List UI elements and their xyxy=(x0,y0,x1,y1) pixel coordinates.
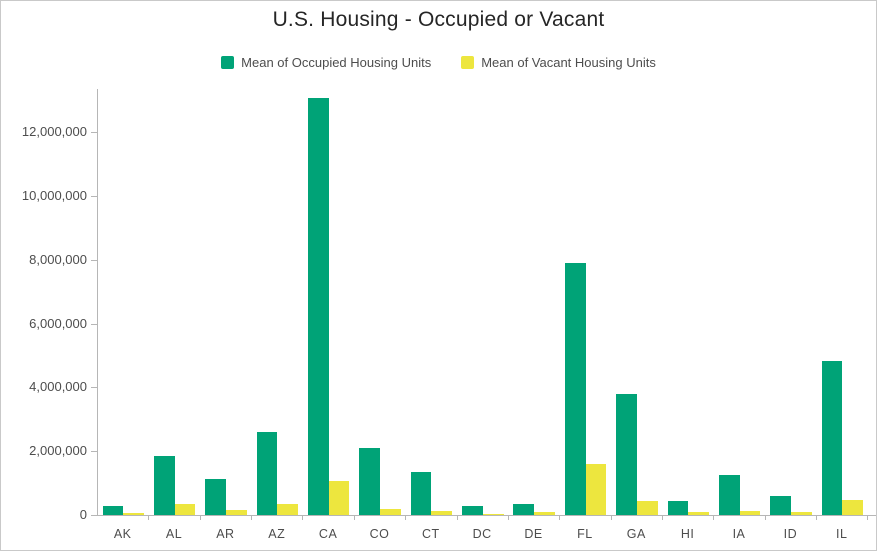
bar-vacant-az[interactable] xyxy=(277,503,299,515)
bar-occupied-ga[interactable] xyxy=(616,393,637,515)
bar-occupied-ak[interactable] xyxy=(102,506,124,515)
bar-occupied-co[interactable] xyxy=(359,448,381,515)
bar-vacant-al[interactable] xyxy=(174,504,196,515)
x-axis-label: AL xyxy=(165,527,183,541)
vacant-swatch-icon xyxy=(461,56,475,69)
y-axis-label: 8,000,000 xyxy=(29,252,87,267)
bar-vacant-dc[interactable] xyxy=(482,514,504,515)
x-axis-label: IL xyxy=(835,527,848,541)
bar-vacant-ak[interactable] xyxy=(123,512,144,515)
bar-vacant-ga[interactable] xyxy=(636,500,658,515)
x-axis-tick xyxy=(405,516,406,520)
bar-occupied-ct[interactable] xyxy=(410,471,432,515)
y-axis-label: 6,000,000 xyxy=(29,316,87,331)
x-axis-label: DC xyxy=(472,527,492,541)
bar-occupied-fl[interactable] xyxy=(564,262,586,515)
x-axis-label: ID xyxy=(783,527,798,541)
x-axis-tick xyxy=(508,516,509,520)
y-axis-tick xyxy=(91,132,97,133)
bar-vacant-de[interactable] xyxy=(534,512,555,515)
bar-occupied-ar[interactable] xyxy=(205,478,226,515)
bar-occupied-ia[interactable] xyxy=(718,475,740,515)
y-axis-label: 4,000,000 xyxy=(29,379,87,394)
y-axis-label: 12,000,000 xyxy=(21,124,87,139)
y-axis-tick xyxy=(91,515,97,516)
bar-vacant-ca[interactable] xyxy=(328,480,350,515)
bar-occupied-id[interactable] xyxy=(770,495,791,515)
y-axis-label: 2,000,000 xyxy=(29,443,87,458)
bar-vacant-hi[interactable] xyxy=(688,512,709,515)
bar-vacant-il[interactable] xyxy=(842,499,864,515)
y-axis-tick xyxy=(91,387,97,388)
x-axis-label: AZ xyxy=(268,527,286,541)
x-axis-label: CA xyxy=(318,527,338,541)
x-axis-tick xyxy=(662,516,663,520)
x-axis-tick xyxy=(457,516,458,520)
x-axis-tick xyxy=(354,516,355,520)
y-axis-tick xyxy=(91,451,97,452)
x-axis-label: IA xyxy=(732,527,746,541)
x-axis-label: FL xyxy=(577,527,593,541)
x-axis-tick xyxy=(867,516,868,520)
x-axis-tick xyxy=(148,516,149,520)
x-axis-label: GA xyxy=(626,527,646,541)
y-axis-line xyxy=(97,89,98,515)
x-axis-line xyxy=(97,515,876,516)
x-axis-label: AK xyxy=(113,527,132,541)
bar-occupied-il[interactable] xyxy=(821,360,843,515)
x-axis-tick xyxy=(765,516,766,520)
y-axis-label: 10,000,000 xyxy=(21,188,87,203)
x-axis-label: AR xyxy=(216,527,235,541)
x-axis-tick xyxy=(559,516,560,520)
legend-item-occupied[interactable]: Mean of Occupied Housing Units xyxy=(221,55,431,70)
bar-vacant-ia[interactable] xyxy=(739,511,761,515)
x-axis-label: CO xyxy=(369,527,390,541)
x-axis-label: HI xyxy=(680,527,695,541)
legend-item-vacant[interactable]: Mean of Vacant Housing Units xyxy=(461,55,656,70)
bar-vacant-fl[interactable] xyxy=(585,463,607,515)
x-axis-label: DE xyxy=(524,527,543,541)
y-axis-tick xyxy=(91,260,97,261)
bar-vacant-ct[interactable] xyxy=(431,511,453,515)
x-axis-tick xyxy=(816,516,817,520)
bar-vacant-co[interactable] xyxy=(380,508,401,515)
occupied-swatch-icon xyxy=(221,56,235,69)
y-axis-tick xyxy=(91,196,97,197)
x-axis-tick xyxy=(251,516,252,520)
bar-occupied-dc[interactable] xyxy=(462,506,483,515)
legend: Mean of Occupied Housing Units Mean of V… xyxy=(1,55,876,70)
bar-occupied-ca[interactable] xyxy=(308,97,329,515)
legend-label: Mean of Vacant Housing Units xyxy=(481,55,656,70)
legend-label: Mean of Occupied Housing Units xyxy=(241,55,432,70)
x-axis-label: CT xyxy=(422,527,440,541)
x-axis-tick xyxy=(302,516,303,520)
y-axis-label: 0 xyxy=(79,507,87,522)
bar-occupied-hi[interactable] xyxy=(667,500,689,515)
bar-occupied-al[interactable] xyxy=(153,456,175,515)
x-axis-tick xyxy=(611,516,612,520)
chart-title: U.S. Housing - Occupied or Vacant xyxy=(272,8,605,31)
bar-occupied-az[interactable] xyxy=(256,432,278,515)
x-axis-tick xyxy=(713,516,714,520)
bar-vacant-ar[interactable] xyxy=(226,509,247,515)
y-axis-tick xyxy=(91,324,97,325)
x-axis-tick xyxy=(200,516,201,520)
bar-vacant-id[interactable] xyxy=(790,512,812,515)
bar-occupied-de[interactable] xyxy=(513,504,535,515)
